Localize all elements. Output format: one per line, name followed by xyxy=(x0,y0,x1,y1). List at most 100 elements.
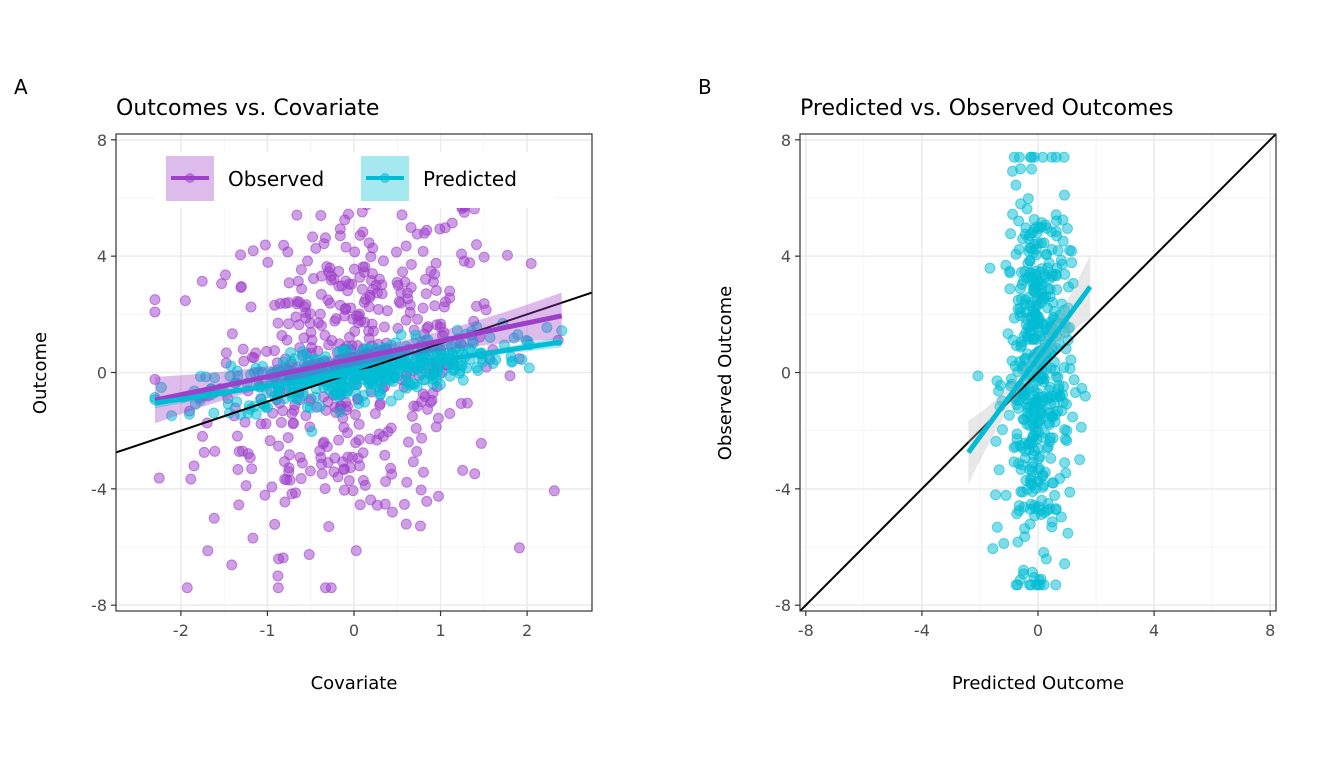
predicted-fit-line xyxy=(154,339,563,406)
predicted-observed-point xyxy=(1022,193,1034,205)
predicted-point xyxy=(194,371,206,383)
observed-point xyxy=(371,434,383,446)
predicted-observed-point xyxy=(1007,334,1019,346)
observed-point xyxy=(188,460,200,472)
observed-point xyxy=(332,471,344,483)
predicted-point xyxy=(426,369,438,381)
panel-a-y-tick-label: 0 xyxy=(97,364,107,383)
observed-point xyxy=(379,449,391,461)
observed-point xyxy=(354,499,366,511)
observed-point xyxy=(350,545,362,557)
predicted-observed-point xyxy=(1015,198,1027,210)
observed-point xyxy=(364,291,376,303)
observed-point xyxy=(351,310,363,322)
observed-point xyxy=(196,275,208,287)
legend-background xyxy=(155,152,555,208)
observed-point xyxy=(276,330,288,342)
observed-point xyxy=(334,230,346,242)
observed-point xyxy=(469,468,481,480)
predicted-observed-point xyxy=(1044,407,1056,419)
observed-point xyxy=(513,542,525,554)
panel-a-x-tick-label: -1 xyxy=(259,621,275,640)
observed-point xyxy=(247,532,259,544)
observed-point xyxy=(259,489,271,501)
predicted-point xyxy=(334,406,346,418)
predicted-observed-point xyxy=(1049,489,1061,501)
predicted-observed-point xyxy=(1012,366,1024,378)
predicted-observed-point xyxy=(987,543,999,555)
observed-point xyxy=(304,317,316,329)
predicted-observed-point xyxy=(1018,564,1030,576)
predicted-observed-point xyxy=(1005,228,1017,240)
observed-point xyxy=(458,206,470,218)
observed-point xyxy=(235,249,247,261)
predicted-observed-point xyxy=(1037,151,1049,163)
panel-a-x-tick-label: 2 xyxy=(522,621,532,640)
observed-point xyxy=(325,270,337,282)
observed-point xyxy=(357,474,369,486)
predicted-observed-point xyxy=(1015,163,1027,175)
observed-point xyxy=(446,217,458,229)
observed-point xyxy=(426,394,438,406)
observed-point xyxy=(319,232,331,244)
observed-point xyxy=(401,476,413,488)
predicted-observed-point xyxy=(1022,406,1034,418)
panel-b-y-tick-label: 0 xyxy=(781,364,791,383)
panel-a-x-tick-label: 0 xyxy=(349,621,359,640)
observed-point xyxy=(401,287,413,299)
panel-b-x-tick-label: 4 xyxy=(1149,621,1159,640)
predicted-observed-point xyxy=(1013,215,1025,227)
observed-point xyxy=(341,427,353,439)
observed-point xyxy=(461,397,473,409)
observed-point xyxy=(310,242,322,254)
observed-point xyxy=(381,305,393,317)
predicted-observed-point xyxy=(1010,248,1022,260)
predicted-point xyxy=(556,325,568,337)
observed-point xyxy=(418,227,430,239)
predicted-point xyxy=(393,389,405,401)
legend-label-observed: Observed xyxy=(228,167,324,191)
observed-point xyxy=(233,499,245,511)
observed-point xyxy=(339,310,351,322)
observed-point xyxy=(340,241,352,253)
observed-point xyxy=(293,296,305,308)
predicted-observed-point xyxy=(1003,409,1015,421)
predicted-observed-point xyxy=(1032,311,1044,323)
observed-point xyxy=(238,355,250,367)
predicted-observed-point xyxy=(991,521,1003,533)
observed-point xyxy=(226,328,238,340)
observed-point xyxy=(273,440,285,452)
observed-point xyxy=(457,464,469,476)
observed-point xyxy=(246,463,258,475)
observed-point xyxy=(430,257,442,269)
panel-b-y-tick-label: -4 xyxy=(775,480,791,499)
predicted-point xyxy=(512,329,524,341)
observed-point xyxy=(480,304,492,316)
observed-point xyxy=(420,288,432,300)
predicted-observed-point xyxy=(1036,494,1048,506)
predicted-observed-point xyxy=(1067,411,1079,423)
panel-a-x-tick-label: -2 xyxy=(173,621,189,640)
panel-b-title: Predicted vs. Observed Outcomes xyxy=(800,96,1173,121)
observed-point xyxy=(269,518,281,530)
observed-point xyxy=(149,294,161,306)
observed-point xyxy=(422,403,434,415)
observed-point xyxy=(373,273,385,285)
observed-point xyxy=(198,446,210,458)
predicted-observed-point xyxy=(1067,277,1079,289)
predicted-point xyxy=(306,426,318,438)
panel-a-y-axis-title: Outcome xyxy=(30,332,51,414)
observed-point xyxy=(259,239,271,251)
predicted-observed-point xyxy=(1064,486,1076,498)
observed-point xyxy=(290,311,302,323)
panel-a-y-tick-label: -8 xyxy=(91,596,107,615)
observed-point xyxy=(306,334,318,346)
panel-b-y-tick-label: 8 xyxy=(781,131,791,150)
predicted-observed-point xyxy=(1061,425,1073,437)
predicted-observed-point xyxy=(1064,244,1076,256)
predicted-observed-point xyxy=(1059,558,1071,570)
panel-b-y-tick-label: 4 xyxy=(781,247,791,266)
observed-point xyxy=(429,300,441,312)
predicted-point xyxy=(301,401,313,413)
